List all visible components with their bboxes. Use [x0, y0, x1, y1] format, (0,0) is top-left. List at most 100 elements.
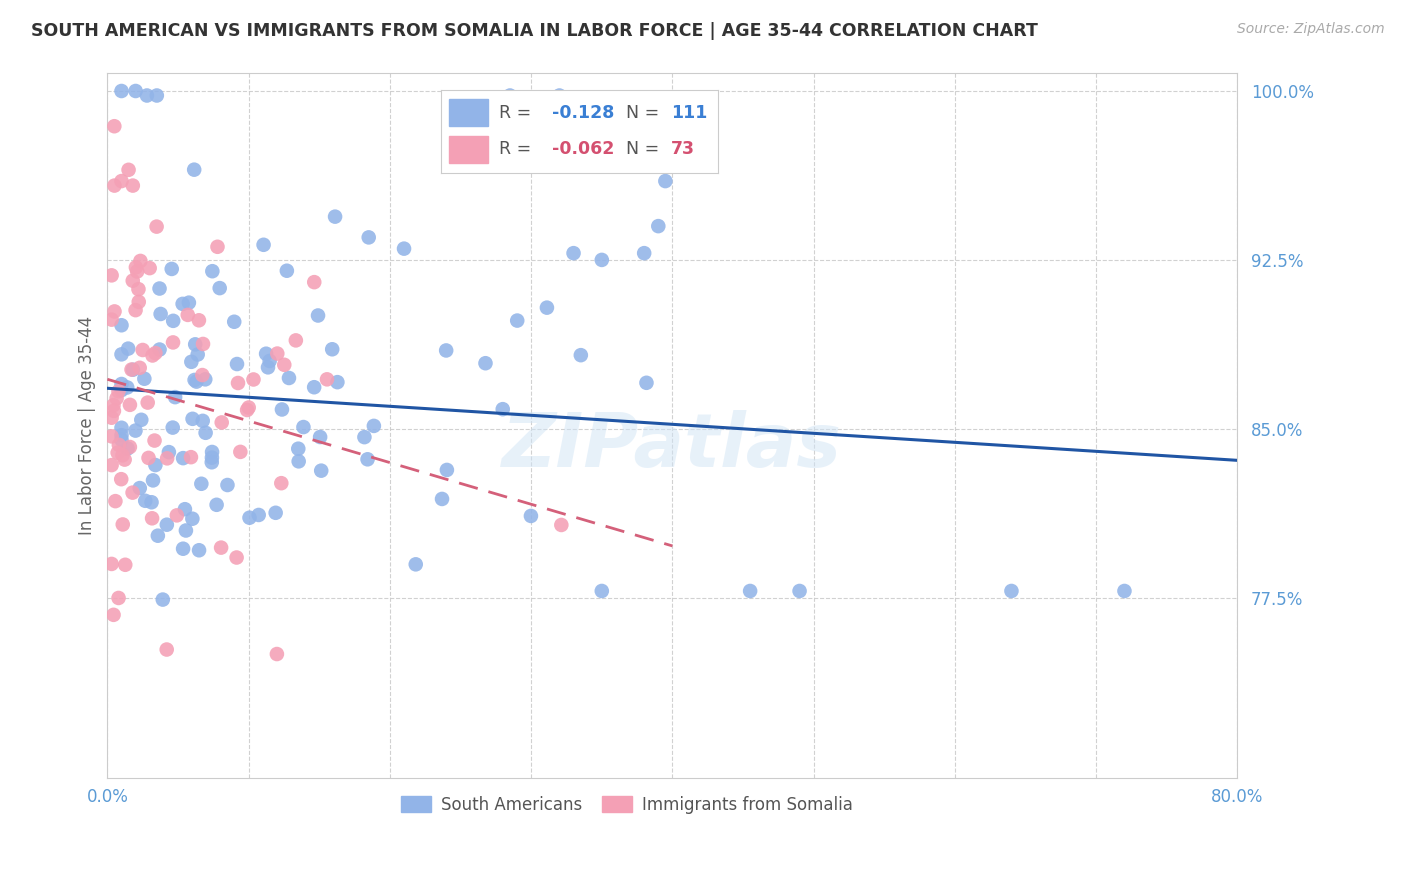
Point — [276, 264, 298, 278]
Point — [127, 282, 149, 296]
Point — [201, 450, 224, 465]
Point — [141, 349, 163, 363]
Point — [789, 584, 811, 599]
Point — [103, 178, 125, 193]
Point — [356, 452, 378, 467]
Point — [242, 372, 264, 386]
Point — [201, 264, 224, 278]
Point — [128, 294, 150, 309]
Point — [100, 312, 122, 326]
Point — [180, 355, 202, 369]
Point — [326, 375, 349, 389]
Point — [110, 84, 132, 98]
Point — [190, 476, 212, 491]
Point — [117, 442, 139, 456]
Point — [194, 372, 217, 386]
Point — [266, 346, 288, 360]
Point — [166, 508, 188, 523]
Point — [430, 491, 453, 506]
Point — [177, 308, 200, 322]
Point — [172, 451, 194, 466]
Point — [194, 425, 217, 440]
Y-axis label: In Labor Force | Age 35-44: In Labor Force | Age 35-44 — [79, 316, 96, 535]
Point — [353, 430, 375, 444]
Point — [229, 445, 252, 459]
Point — [156, 451, 179, 466]
Point — [254, 347, 277, 361]
Point — [271, 402, 294, 417]
Point — [110, 347, 132, 361]
Point — [252, 237, 274, 252]
Point — [129, 413, 152, 427]
Point — [740, 584, 762, 599]
Point — [105, 391, 128, 405]
Point — [131, 343, 153, 357]
Point — [156, 517, 179, 532]
Point — [110, 421, 132, 435]
Point — [172, 541, 194, 556]
Point — [125, 260, 148, 275]
Point — [302, 380, 325, 394]
Point — [796, 805, 818, 819]
Point — [304, 275, 326, 289]
Point — [569, 348, 592, 362]
Point — [162, 420, 184, 434]
Point — [181, 412, 204, 426]
Point — [128, 481, 150, 495]
Point — [146, 88, 169, 103]
Point — [138, 450, 160, 465]
Point — [165, 390, 187, 404]
Point — [100, 268, 122, 283]
Point — [309, 464, 332, 478]
Point — [162, 335, 184, 350]
Point — [270, 476, 292, 491]
Point — [118, 440, 141, 454]
Point — [266, 647, 288, 661]
Point — [121, 274, 143, 288]
Point — [162, 314, 184, 328]
Point — [117, 342, 139, 356]
Point — [183, 162, 205, 177]
Point — [226, 376, 249, 390]
Point — [148, 281, 170, 295]
Point — [520, 508, 543, 523]
Point — [591, 584, 613, 599]
Point — [357, 230, 380, 244]
Point — [104, 494, 127, 508]
Point — [405, 558, 427, 572]
Point — [633, 246, 655, 260]
Point — [143, 434, 166, 448]
Point — [110, 376, 132, 391]
Point — [103, 304, 125, 318]
Point — [138, 261, 160, 276]
Point — [121, 178, 143, 193]
Point — [191, 337, 214, 351]
Point — [110, 472, 132, 486]
Point — [107, 446, 129, 460]
Point — [103, 607, 125, 622]
Point — [506, 313, 529, 327]
Point — [124, 84, 146, 98]
Point — [257, 360, 280, 375]
Point — [118, 398, 141, 412]
Point — [273, 358, 295, 372]
Point — [142, 474, 165, 488]
Point — [121, 485, 143, 500]
Point — [174, 502, 197, 516]
Point — [172, 297, 194, 311]
Point — [434, 343, 457, 358]
Point — [205, 498, 228, 512]
Point — [436, 463, 458, 477]
Point — [103, 120, 125, 134]
Point — [247, 508, 270, 522]
Point — [1114, 584, 1136, 599]
Point — [284, 334, 307, 348]
Point — [1000, 584, 1022, 599]
Point — [187, 347, 209, 361]
Point — [392, 242, 415, 256]
Point — [548, 88, 571, 103]
Point — [160, 261, 183, 276]
Point — [307, 309, 329, 323]
Point — [136, 395, 159, 409]
Point — [111, 517, 134, 532]
